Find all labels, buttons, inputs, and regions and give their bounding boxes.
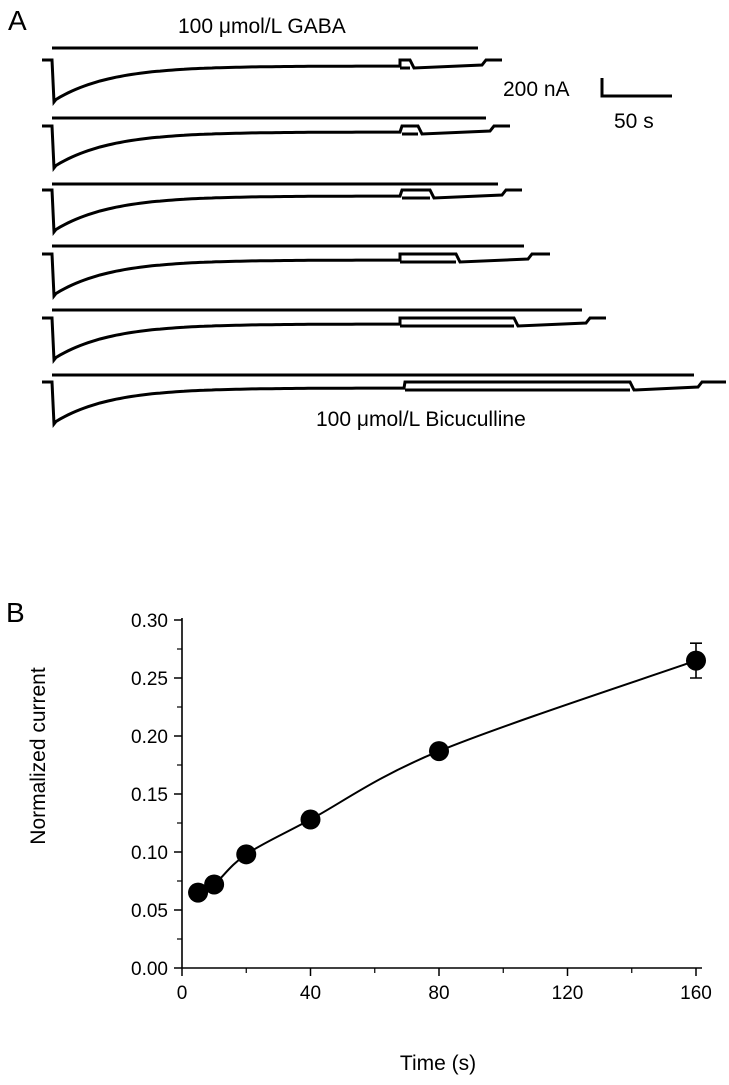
y-tick-label: 0.00 <box>131 959 168 980</box>
y-tick-label: 0.15 <box>131 785 168 806</box>
panel-a: A 100 μmol/L GABA 100 μmol/L Bicuculline… <box>8 5 726 431</box>
trace-line <box>42 188 522 237</box>
trace-line <box>42 252 550 301</box>
trace-line <box>42 58 502 107</box>
trace-line <box>42 124 510 173</box>
x-tick-label: 120 <box>552 983 584 1004</box>
x-tick-label: 40 <box>300 983 321 1004</box>
data-point <box>429 741 449 762</box>
trace-line <box>42 380 726 429</box>
trace-4 <box>42 244 550 301</box>
chart-axes <box>174 618 702 976</box>
scale-current-label: 200 nA <box>503 78 570 101</box>
scale-time-label: 50 s <box>614 110 654 133</box>
scale-bar-lines <box>600 78 672 98</box>
y-tick-labels: 0.00 0.05 0.10 0.15 0.20 0.25 0.30 <box>131 611 168 980</box>
x-tick-label: 0 <box>177 983 188 1004</box>
data-point <box>236 844 257 865</box>
trace-line <box>42 316 606 365</box>
data-point <box>204 874 225 895</box>
y-axis-title: Normalized current <box>27 667 50 845</box>
fit-curve <box>197 659 697 894</box>
panel-b-letter: B <box>6 597 25 628</box>
error-bars <box>192 642 702 897</box>
x-tick-label: 80 <box>428 983 449 1004</box>
x-tick-labels: 0 40 80 120 160 <box>177 983 712 1004</box>
panel-b: B 0.00 0.05 0.10 0.15 0.20 0.25 0.30 0 40 80 120 1… <box>6 597 712 1075</box>
data-points <box>188 650 706 903</box>
y-tick-label: 0.25 <box>131 669 168 690</box>
trace-6 <box>42 373 726 429</box>
y-tick-label: 0.10 <box>131 843 168 864</box>
trace-1 <box>42 46 502 107</box>
x-tick-label: 160 <box>680 983 712 1004</box>
x-axis-title: Time (s) <box>400 1052 476 1075</box>
bicuculline-label: 100 μmol/L Bicuculline <box>316 408 526 431</box>
y-tick-label: 0.20 <box>131 727 168 748</box>
trace-2 <box>42 116 510 173</box>
trace-5 <box>42 308 606 365</box>
y-tick-label: 0.30 <box>131 611 168 632</box>
current-traces <box>42 46 726 429</box>
trace-3 <box>42 182 522 237</box>
y-tick-label: 0.05 <box>131 901 168 922</box>
gaba-label: 100 μmol/L GABA <box>178 15 346 38</box>
data-point <box>300 809 321 830</box>
data-point <box>188 882 209 903</box>
panel-a-letter: A <box>8 5 27 36</box>
data-point <box>686 650 706 671</box>
scale-bar: 200 nA 50 s <box>503 78 672 133</box>
